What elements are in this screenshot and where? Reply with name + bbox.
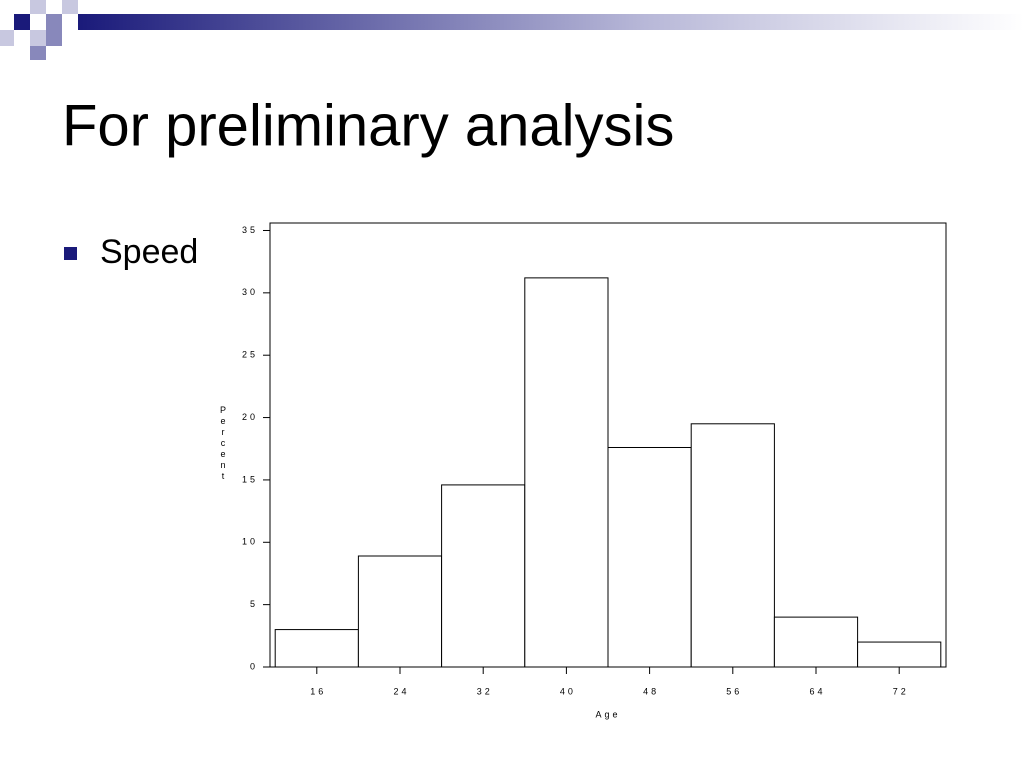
y-tick-label: 35 — [242, 225, 258, 235]
bar — [357, 555, 443, 668]
header-decoration — [0, 0, 1024, 60]
bar — [857, 641, 942, 668]
y-tick-label: 0 — [250, 661, 258, 671]
bar — [274, 629, 359, 668]
slide-title: For preliminary analysis — [62, 93, 674, 158]
y-tick-label: 20 — [242, 412, 258, 422]
bar — [773, 616, 859, 668]
x-tick-label: 40 — [560, 686, 576, 696]
bar — [524, 277, 609, 668]
x-axis-label: Age — [595, 709, 620, 719]
bar — [690, 423, 775, 668]
y-axis-label: Percent — [218, 405, 228, 482]
y-tick-label: 15 — [242, 474, 258, 484]
x-tick-label: 64 — [809, 686, 825, 696]
bullet-text: Speed — [100, 233, 198, 271]
x-tick-label: 56 — [726, 686, 742, 696]
x-tick-label: 32 — [477, 686, 493, 696]
y-tick-label: 10 — [242, 537, 258, 547]
x-tick-label: 24 — [393, 686, 409, 696]
x-tick-label: 48 — [643, 686, 659, 696]
bullet-marker — [64, 247, 77, 260]
y-tick-label: 25 — [242, 350, 258, 360]
bar — [607, 446, 692, 668]
x-tick-label: 16 — [310, 686, 326, 696]
y-tick-label: 5 — [250, 599, 258, 609]
bar — [441, 484, 526, 668]
y-tick-label: 30 — [242, 287, 258, 297]
x-tick-label: 72 — [893, 686, 909, 696]
